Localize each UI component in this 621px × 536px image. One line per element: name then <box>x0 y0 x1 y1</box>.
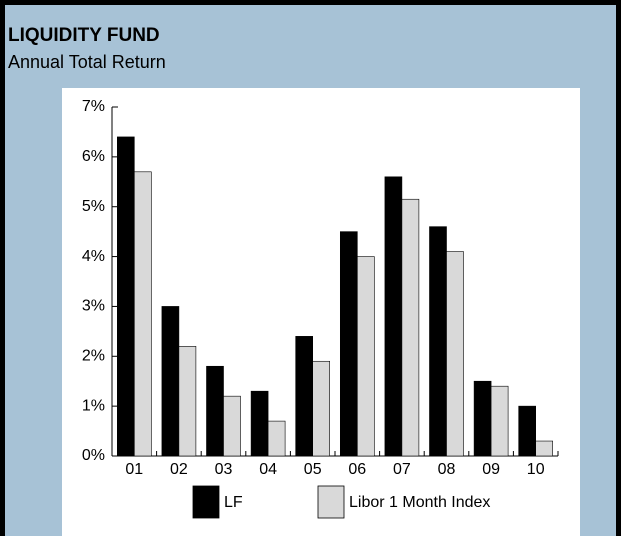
bar <box>161 306 180 457</box>
bar <box>178 346 197 457</box>
x-tick-label: 07 <box>393 461 411 478</box>
x-tick-label: 01 <box>125 461 143 478</box>
legend-label: LF <box>224 494 243 511</box>
bar <box>223 395 241 457</box>
bar <box>535 440 554 457</box>
bar <box>490 385 509 457</box>
legend-swatch <box>317 485 345 519</box>
bar <box>518 405 537 457</box>
y-tick-label: 2% <box>82 348 105 365</box>
bar <box>267 420 286 457</box>
y-tick-label: 5% <box>82 198 105 215</box>
y-tick-label: 4% <box>82 248 105 265</box>
bar <box>339 231 358 457</box>
x-tick-label: 09 <box>482 461 500 478</box>
x-tick-label: 06 <box>348 461 366 478</box>
x-tick-label: 02 <box>170 461 188 478</box>
bar <box>295 336 314 457</box>
bar <box>206 365 224 457</box>
bar <box>446 251 464 457</box>
y-tick-label: 1% <box>82 397 105 414</box>
bar <box>429 226 447 457</box>
bar <box>134 171 152 457</box>
bar <box>250 390 269 457</box>
y-tick-label: 3% <box>82 298 105 315</box>
bar <box>384 176 403 457</box>
bar <box>117 136 135 457</box>
y-tick-label: 7% <box>82 98 105 115</box>
x-tick-label: 10 <box>527 461 545 478</box>
x-tick-label: 04 <box>259 461 277 478</box>
legend-label: Libor 1 Month Index <box>349 494 490 511</box>
x-tick-label: 05 <box>304 461 322 478</box>
y-tick-label: 0% <box>82 447 105 464</box>
x-tick-label: 03 <box>215 461 233 478</box>
bar <box>356 256 375 457</box>
legend-swatch <box>192 485 220 519</box>
bar <box>401 198 420 457</box>
chart-title: LIQUIDITY FUND <box>8 25 160 46</box>
y-tick-label: 6% <box>82 148 105 165</box>
chart-subtitle: Annual Total Return <box>8 52 166 72</box>
bar <box>312 360 331 457</box>
bar <box>473 380 492 457</box>
x-tick-label: 08 <box>438 461 456 478</box>
